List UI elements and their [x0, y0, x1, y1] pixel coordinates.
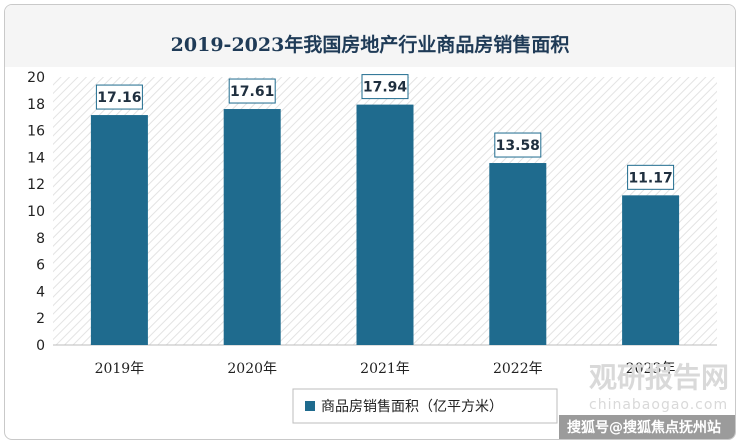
chart-title: 2019-2023年我国房地产行业商品房销售面积: [171, 33, 570, 56]
y-tick-label: 14: [27, 150, 45, 166]
legend-label: 商品房销售面积（亿平方米）: [321, 399, 503, 415]
watermark-domain: chinabaogao.com: [589, 397, 728, 413]
y-tick-label: 0: [36, 338, 45, 354]
bar: [489, 163, 547, 345]
data-label: 13.58: [496, 138, 540, 154]
chart-frame: 2019-2023年我国房地产行业商品房销售面积 0 2 4 6 8 10 12 14 16 18…: [4, 4, 736, 440]
y-tick-label: 18: [27, 97, 45, 113]
legend: 商品房销售面积（亿平方米）: [292, 388, 558, 424]
x-tick-label: 2019年: [95, 361, 145, 377]
legend-swatch: [305, 401, 315, 411]
bar: [356, 104, 414, 345]
bars: 17.16 17.61 17.94 13.58 11.17: [90, 74, 680, 345]
x-tick-label: 2020年: [227, 361, 277, 377]
x-tick-label: 2022年: [493, 361, 543, 377]
y-tick-label: 20: [27, 70, 45, 86]
data-label-box: [95, 84, 143, 110]
y-tick-label: 4: [36, 284, 45, 300]
y-tick-label: 10: [27, 204, 45, 220]
bar: [223, 109, 281, 345]
data-label: 11.17: [628, 170, 672, 186]
data-label-box: [228, 78, 276, 104]
data-label-box: [494, 132, 542, 158]
x-tick-label: 2023年: [626, 361, 676, 377]
y-tick-label: 12: [27, 177, 45, 193]
title-band: [5, 5, 735, 67]
watermark-brand: 观研报告网: [589, 361, 729, 394]
legend-box: [292, 388, 558, 424]
watermark-credit: 搜狐号@搜狐焦点抚州站: [567, 419, 721, 436]
data-label-box: [627, 164, 675, 190]
y-tick-label: 16: [27, 124, 45, 140]
y-tick-label: 6: [36, 258, 45, 274]
watermark: 观研报告网 chinabaogao.com 搜狐号@搜狐焦点抚州站: [559, 361, 735, 439]
data-label: 17.94: [363, 80, 408, 96]
x-tick-label: 2021年: [360, 361, 410, 377]
bar: [90, 115, 148, 345]
chart-svg: 2019-2023年我国房地产行业商品房销售面积 0 2 4 6 8 10 12 14 16 18…: [5, 5, 735, 439]
y-tick-label: 2: [36, 311, 45, 327]
y-axis: 0 2 4 6 8 10 12 14 16 18 20: [27, 70, 45, 354]
x-axis: 2019年 2020年 2021年 2022年 2023年: [95, 361, 676, 377]
data-label: 17.16: [97, 90, 141, 106]
data-label-box: [361, 74, 409, 100]
bar: [622, 195, 680, 345]
y-tick-label: 8: [36, 231, 45, 247]
watermark-credit-band: [559, 415, 735, 439]
data-label: 17.61: [230, 84, 274, 100]
